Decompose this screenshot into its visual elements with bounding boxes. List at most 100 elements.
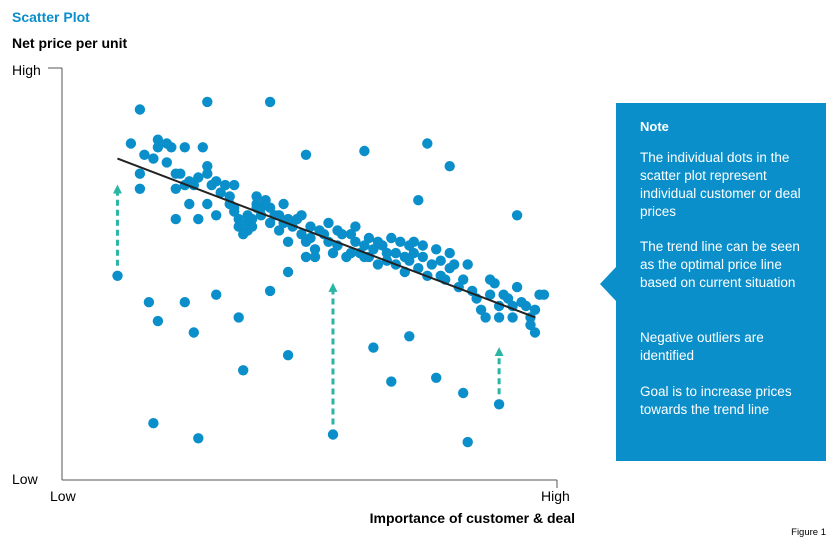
trend-line	[117, 157, 536, 319]
data-point	[224, 191, 235, 202]
data-point	[264, 96, 276, 108]
data-point	[264, 202, 276, 213]
data-point	[404, 331, 415, 342]
data-point	[202, 198, 213, 210]
data-point	[309, 251, 321, 263]
data-point	[511, 210, 523, 221]
data-point	[300, 251, 312, 263]
data-point	[363, 232, 375, 244]
data-point	[170, 213, 181, 225]
data-point	[431, 372, 442, 383]
data-point	[422, 138, 433, 149]
data-point	[184, 198, 195, 210]
x-tick-low: Low	[50, 488, 77, 504]
data-point	[359, 240, 370, 251]
data-point	[305, 221, 316, 232]
data-point	[215, 187, 226, 198]
note-item-2: The trend line can be seen as the optima…	[640, 239, 800, 290]
data-point	[462, 259, 473, 270]
y-tick-high: High	[12, 62, 41, 78]
data-point	[229, 206, 240, 217]
data-point	[179, 297, 190, 308]
data-point	[529, 327, 541, 338]
data-point	[507, 312, 518, 323]
data-point	[350, 221, 361, 232]
data-point	[296, 210, 307, 221]
note-heading: Note	[640, 119, 669, 134]
data-point	[444, 161, 455, 172]
data-point	[493, 399, 505, 410]
y-tick-low: Low	[12, 471, 39, 487]
data-point	[260, 195, 271, 206]
data-point	[417, 240, 428, 251]
note-pointer	[600, 267, 616, 301]
data-point	[152, 142, 164, 153]
data-point	[435, 255, 446, 266]
data-point	[229, 179, 240, 191]
data-point	[431, 244, 442, 255]
data-point	[148, 418, 159, 429]
data-point	[300, 149, 312, 160]
data-point	[134, 183, 146, 194]
data-point	[197, 142, 208, 153]
data-point	[408, 236, 419, 247]
data-point	[282, 350, 294, 361]
data-point	[211, 210, 222, 221]
data-point	[255, 202, 267, 213]
data-point	[377, 240, 388, 251]
data-point	[502, 293, 514, 304]
data-point	[511, 281, 523, 293]
data-point	[273, 210, 285, 221]
data-point	[484, 274, 496, 285]
data-point	[345, 229, 357, 240]
data-point	[211, 289, 222, 300]
data-point	[134, 168, 146, 179]
data-point	[264, 285, 276, 297]
data-point	[327, 247, 339, 259]
data-point	[368, 244, 379, 255]
data-point	[350, 236, 361, 247]
x-tick-high: High	[541, 488, 570, 504]
data-point	[202, 161, 213, 172]
axes	[48, 67, 558, 488]
data-point	[525, 319, 536, 331]
data-point	[444, 247, 455, 259]
data-point	[381, 247, 393, 259]
chart-title: Scatter Plot	[12, 9, 90, 25]
data-point	[426, 259, 437, 270]
data-point	[220, 179, 231, 191]
data-point	[148, 153, 159, 164]
data-point	[345, 247, 357, 259]
data-point	[282, 236, 294, 247]
x-axis-title: Importance of customer & deal	[370, 510, 575, 526]
data-point	[359, 145, 370, 157]
data-point	[449, 259, 460, 270]
data-point	[166, 142, 177, 153]
y-axis-title: Net price per unit	[12, 35, 128, 51]
data-point	[413, 263, 424, 274]
data-point	[386, 376, 397, 387]
data-point	[242, 225, 253, 236]
data-point	[233, 312, 244, 323]
data-point	[305, 232, 316, 244]
data-point	[170, 183, 181, 194]
note-item-3: Negative outliers are identified	[640, 330, 764, 363]
data-point	[529, 304, 541, 315]
data-point	[202, 168, 213, 179]
data-point	[202, 96, 213, 108]
data-point	[484, 289, 496, 300]
data-point	[246, 213, 258, 225]
data-point	[493, 312, 505, 323]
data-point	[386, 232, 397, 244]
data-point	[238, 365, 249, 376]
data-point	[273, 225, 285, 236]
data-point	[309, 244, 321, 255]
data-point	[323, 217, 334, 229]
data-point	[458, 387, 469, 399]
data-point	[179, 142, 190, 153]
data-point	[538, 289, 550, 300]
figure-label: Figure 1	[791, 527, 826, 538]
data-point	[211, 176, 222, 187]
data-point	[475, 304, 487, 315]
scatter-plot: High Low Low High Importance of customer…	[12, 62, 575, 526]
